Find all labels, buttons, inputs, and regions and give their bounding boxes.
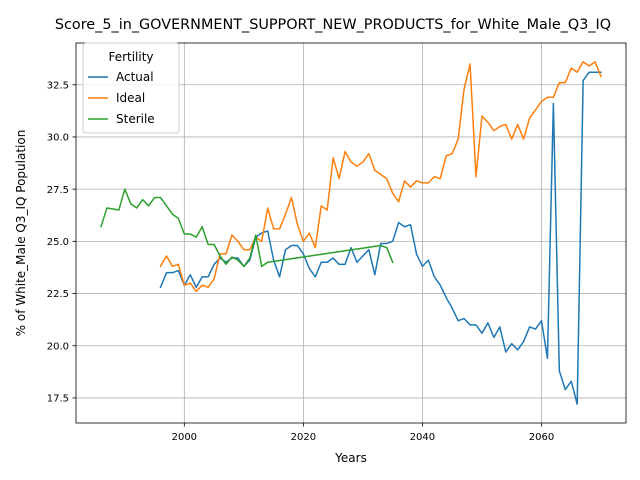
y-ticks: 17.5 20.0 22.5 25.0 27.5 30.0 32.5: [47, 80, 76, 405]
series-line-ideal: [159, 61, 602, 293]
legend-label-sterile: Sterile: [116, 112, 155, 126]
x-tick-label: 2040: [410, 432, 435, 443]
y-tick-label: 20.0: [47, 341, 69, 352]
series-lines: [100, 61, 602, 405]
y-tick-label: 27.5: [47, 185, 69, 196]
chart-title: Score_5_in_GOVERNMENT_SUPPORT_NEW_PRODUC…: [55, 17, 611, 33]
legend-label-ideal: Ideal: [116, 91, 145, 105]
y-tick-label: 22.5: [47, 289, 69, 300]
legend-box: [82, 42, 180, 134]
y-tick-label: 25.0: [47, 237, 69, 248]
y-tick-label: 30.0: [47, 133, 69, 144]
x-tick-label: 2020: [291, 432, 316, 443]
series-line-sterile: [100, 188, 394, 268]
grid: [76, 43, 626, 423]
x-ticks: 2000 2020 2040 2060: [172, 423, 554, 443]
y-tick-label: 17.5: [47, 394, 69, 405]
legend-label-actual: Actual: [116, 70, 154, 84]
y-tick-label: 32.5: [47, 80, 69, 91]
x-axis-label: Years: [334, 451, 367, 465]
y-axis-label: % of White_Male Q3_IQ Population: [14, 130, 28, 337]
legend: Fertility Actual Ideal Sterile: [82, 42, 180, 134]
x-tick-label: 2060: [529, 432, 554, 443]
x-tick-label: 2000: [172, 432, 197, 443]
legend-entries: Actual Ideal Sterile: [88, 70, 155, 126]
axes-frame: [75, 42, 627, 424]
legend-title: Fertility: [108, 50, 153, 64]
